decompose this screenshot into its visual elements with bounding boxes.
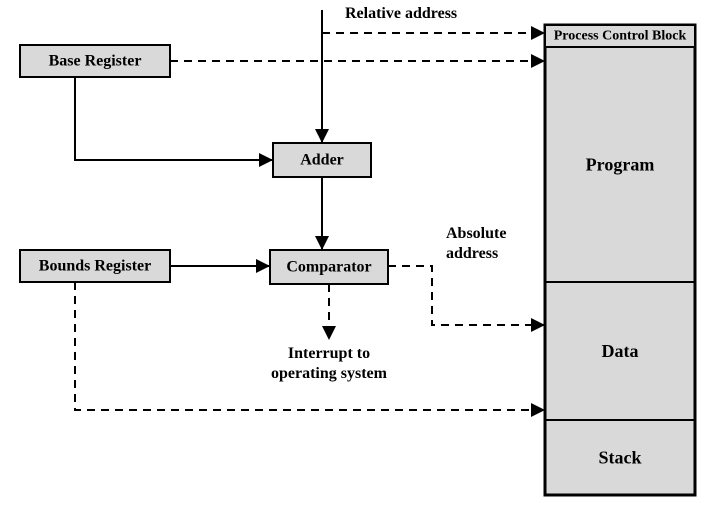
edge-comp-to-data-arrow xyxy=(531,318,545,332)
edge-base-to-adder-arrow xyxy=(259,153,273,167)
edge-rel-addr-in-arrow xyxy=(315,129,329,143)
memory-program-label: Program xyxy=(586,155,655,175)
comparator-label: Comparator xyxy=(286,259,371,276)
memory-stack-label: Stack xyxy=(598,448,641,468)
base_register-node: Base Register xyxy=(20,45,170,77)
bounds_register-label: Bounds Register xyxy=(39,258,151,275)
adder-node: Adder xyxy=(273,143,371,177)
edge-comp-to-interrupt-arrow xyxy=(322,326,336,340)
absolute-address-label: Absoluteaddress xyxy=(446,225,506,262)
edge-comp-to-data xyxy=(388,266,545,325)
interrupt-label: Interrupt tooperating system xyxy=(271,345,388,382)
pcb-header-label: Process Control Block xyxy=(554,29,687,44)
adder-label: Adder xyxy=(300,152,344,169)
base_register-label: Base Register xyxy=(49,53,142,70)
memory-data-label: Data xyxy=(602,341,639,361)
relative-address-label: Relative address xyxy=(345,5,457,22)
edge-adder-to-comp-arrow xyxy=(315,236,329,250)
bounds_register-node: Bounds Register xyxy=(20,250,170,282)
edge-base-to-pcb-arrow xyxy=(531,54,545,68)
comparator-node: Comparator xyxy=(270,250,388,284)
edge-base-to-adder xyxy=(75,77,273,160)
edge-bounds-to-comp-arrow xyxy=(256,259,270,273)
edge-rel-addr-to-pcb-arrow xyxy=(531,26,545,40)
edge-bounds-to-stack-arrow xyxy=(531,403,545,417)
memory-block: Process Control Block Program Data Stack xyxy=(545,25,695,495)
